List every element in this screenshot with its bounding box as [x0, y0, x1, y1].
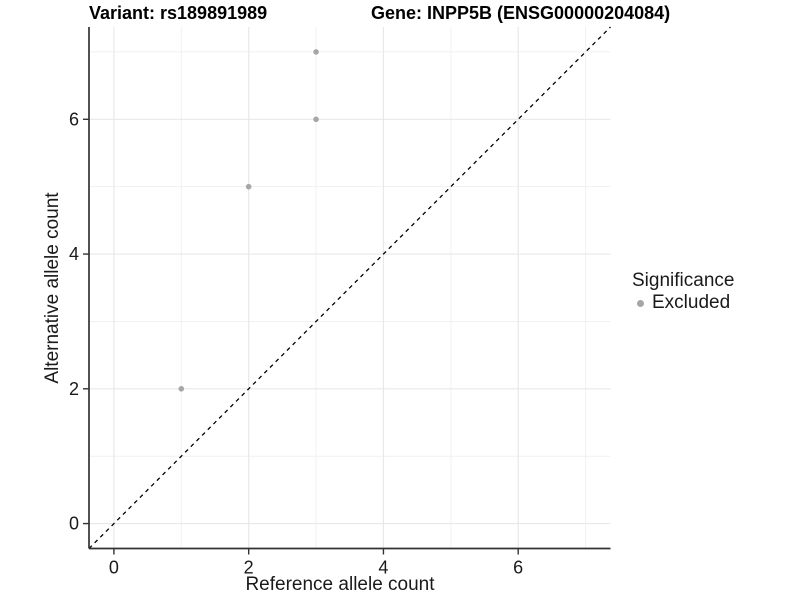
x-axis-title: Reference allele count: [245, 574, 435, 595]
identity-line: [88, 26, 611, 549]
x-tick-label: 4: [378, 558, 388, 578]
excluded-point-icon: [636, 299, 644, 307]
y-tick-label: 6: [69, 109, 79, 129]
x-tick-label: 6: [513, 558, 523, 578]
y-tick-label: 2: [69, 379, 79, 399]
data-point: [178, 386, 185, 392]
y-tick-label: 4: [69, 244, 79, 264]
legend-entry-excluded: Excluded: [632, 292, 734, 314]
data-point: [245, 183, 252, 190]
data-point: [313, 116, 319, 123]
legend: Significance Excluded: [632, 270, 734, 314]
y-axis-title: Alternative allele count: [42, 192, 63, 384]
legend-title: Significance: [632, 270, 735, 291]
plot-title-variant: Variant: rs189891989: [89, 3, 268, 23]
plot-title-gene: Gene: INPP5B (ENSG00000204084): [371, 3, 671, 23]
legend-key: [632, 295, 648, 311]
data-point: [313, 49, 319, 55]
legend-entry-label: Excluded: [652, 292, 731, 313]
x-tick-label: 2: [244, 558, 254, 578]
x-tick-label: 0: [109, 558, 119, 578]
y-tick-label: 0: [69, 514, 79, 534]
